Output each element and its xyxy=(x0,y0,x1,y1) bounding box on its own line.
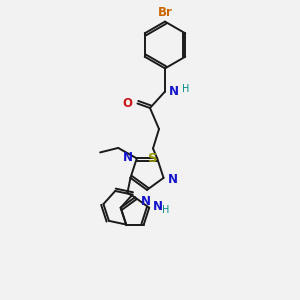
Text: N: N xyxy=(168,172,178,186)
Text: Br: Br xyxy=(158,6,172,19)
Text: N: N xyxy=(123,151,133,164)
Text: S: S xyxy=(148,152,158,165)
Text: N: N xyxy=(169,85,178,98)
Text: O: O xyxy=(122,97,132,110)
Text: N: N xyxy=(153,200,163,213)
Text: N: N xyxy=(140,195,151,208)
Text: H: H xyxy=(162,205,169,215)
Text: H: H xyxy=(182,84,190,94)
